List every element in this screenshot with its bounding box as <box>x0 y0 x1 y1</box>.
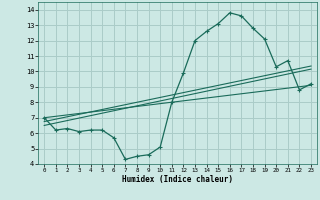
X-axis label: Humidex (Indice chaleur): Humidex (Indice chaleur) <box>122 175 233 184</box>
